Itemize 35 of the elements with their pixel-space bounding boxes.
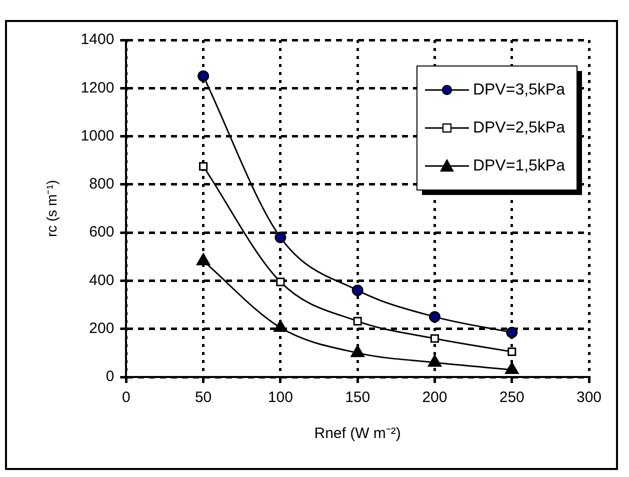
point	[506, 326, 518, 338]
y-axis-title: rc (s m⁻¹)	[43, 180, 60, 238]
y-tick-label: 1400	[80, 31, 114, 48]
point	[199, 162, 208, 171]
y-tick-label: 1200	[80, 79, 114, 96]
point	[274, 232, 286, 244]
y-tick-label: 200	[89, 320, 114, 337]
legend-label: DPV=3,5kPa	[472, 81, 566, 98]
point	[198, 70, 210, 82]
point	[430, 334, 440, 343]
x-tick-label: 200	[422, 389, 448, 406]
legend-label: DPV=2,5kPa	[472, 119, 566, 136]
x-tick-label: 150	[345, 389, 370, 406]
x-tick-label: 300	[576, 389, 602, 406]
point	[428, 354, 442, 367]
y-tick-label: 800	[89, 176, 114, 193]
x-tick-label: 50	[194, 389, 212, 406]
y-tick-label: 1000	[80, 127, 114, 144]
point	[276, 278, 285, 286]
point	[505, 362, 519, 374]
point	[274, 320, 288, 332]
x-axis-title: Rnef (W m⁻²)	[314, 425, 401, 442]
y-tick-label: 400	[89, 272, 114, 289]
point	[508, 347, 516, 356]
x-tick-label: 250	[499, 389, 524, 406]
x-tick-label: 0	[122, 389, 130, 406]
point	[352, 284, 364, 296]
x-tick-label: 100	[268, 389, 293, 406]
point	[350, 345, 364, 358]
y-tick-label: 600	[89, 224, 114, 241]
y-tick-label: 0	[106, 368, 114, 386]
point	[353, 316, 362, 326]
point	[196, 253, 210, 266]
point	[428, 311, 440, 323]
legend-label: DPV=1,5kPa	[472, 157, 566, 174]
